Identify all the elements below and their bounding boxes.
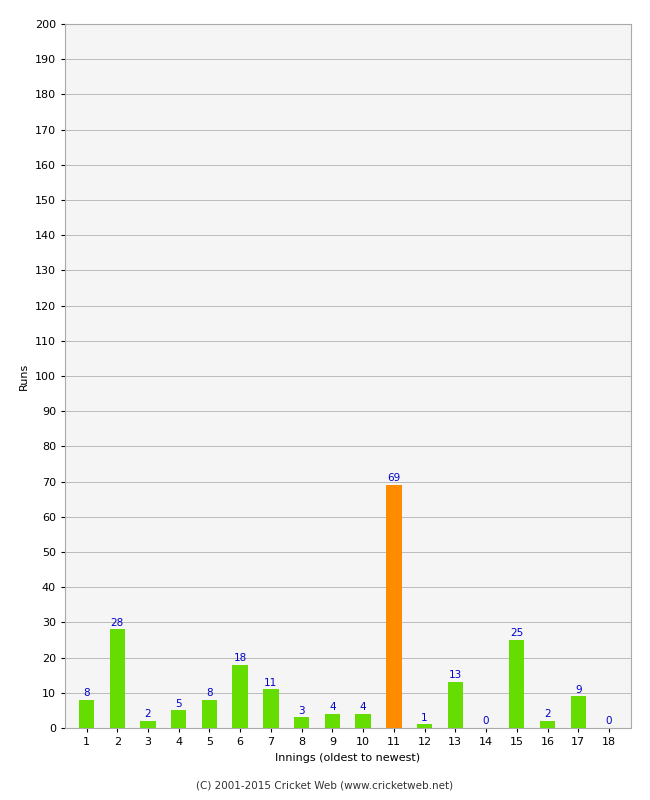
Bar [356,714,370,728]
Bar [325,714,340,728]
Bar [571,696,586,728]
Bar [509,640,525,728]
Text: 5: 5 [176,698,182,709]
Bar [540,721,555,728]
Text: 8: 8 [83,688,90,698]
Text: 69: 69 [387,474,400,483]
Text: 11: 11 [265,678,278,687]
Bar [140,721,155,728]
Text: 13: 13 [448,670,462,681]
Text: (C) 2001-2015 Cricket Web (www.cricketweb.net): (C) 2001-2015 Cricket Web (www.cricketwe… [196,781,454,790]
Bar [417,725,432,728]
Bar [263,690,279,728]
Bar [171,710,187,728]
Text: 0: 0 [483,716,489,726]
Text: 0: 0 [606,716,612,726]
Text: 2: 2 [544,710,551,719]
Bar [386,485,402,728]
Y-axis label: Runs: Runs [20,362,29,390]
Text: 4: 4 [329,702,335,712]
Text: 25: 25 [510,628,523,638]
Text: 18: 18 [233,653,247,663]
Text: 8: 8 [206,688,213,698]
Bar [294,718,309,728]
Text: 3: 3 [298,706,305,716]
Bar [448,682,463,728]
Text: 2: 2 [145,710,151,719]
X-axis label: Innings (oldest to newest): Innings (oldest to newest) [275,753,421,762]
Bar [233,665,248,728]
Text: 1: 1 [421,713,428,722]
Bar [79,700,94,728]
Text: 9: 9 [575,685,582,694]
Text: 4: 4 [360,702,367,712]
Bar [202,700,217,728]
Text: 28: 28 [111,618,124,628]
Bar [110,630,125,728]
